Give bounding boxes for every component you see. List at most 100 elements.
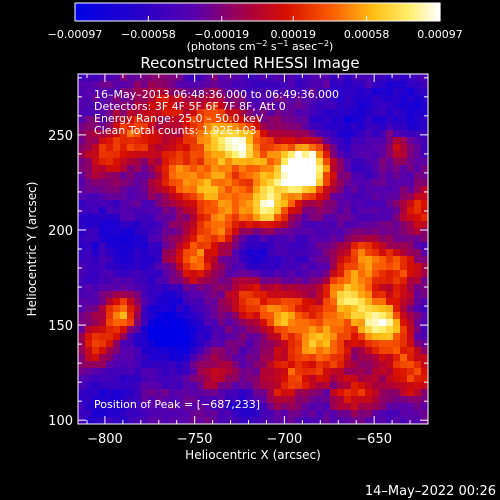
heatmap-cell [407,263,415,271]
heatmap-cell [176,340,184,348]
heatmap-cell [379,284,387,292]
heatmap-cell [288,410,296,418]
heatmap-cell [204,130,212,138]
heatmap-cell [134,284,142,292]
heatmap-cell [162,347,170,355]
heatmap-cell [204,263,212,271]
heatmap-cell [218,186,226,194]
heatmap-cell [281,151,289,159]
heatmap-cell [197,228,205,236]
heatmap-cell [288,193,296,201]
heatmap-cell [134,361,142,369]
colorbar-segment [345,3,349,21]
heatmap-cell [281,319,289,327]
heatmap-cell [120,200,128,208]
heatmap-cell [148,193,156,201]
heatmap-cell [127,291,135,299]
heatmap-cell [218,389,226,397]
heatmap-cell [302,312,310,320]
heatmap-cell [358,410,366,418]
heatmap-cell [295,305,303,313]
heatmap-cell [225,333,233,341]
heatmap-cell [211,228,219,236]
heatmap-cell [260,214,268,222]
colorbar-segment [177,3,181,21]
heatmap-cell [302,347,310,355]
heatmap-cell [400,102,408,110]
heatmap-cell [267,158,275,166]
colorbar-segment [365,3,369,21]
heatmap-cell [92,242,100,250]
heatmap-cell [358,158,366,166]
heatmap-cell [386,123,394,131]
heatmap-cell [358,193,366,201]
heatmap-cell [302,102,310,110]
heatmap-cell [232,354,240,362]
heatmap-cell [421,95,429,103]
heatmap-cell [379,410,387,418]
heatmap-cell [127,284,135,292]
colorbar-ticks: −0.00097 −0.00058 −0.00019 0.00019 0.00058 0.… [48,16,463,41]
heatmap-cell [407,193,415,201]
heatmap-cell [134,158,142,166]
heatmap-cell [246,382,254,390]
heatmap-cell [253,389,261,397]
heatmap-cell [260,305,268,313]
heatmap-cell [323,214,331,222]
heatmap-cell [379,130,387,138]
heatmap-cell [253,361,261,369]
heatmap-cell [190,235,198,243]
heatmap-cell [134,81,142,89]
colorbar-segment [227,3,231,21]
heatmap-cell [260,228,268,236]
heatmap-cell [176,151,184,159]
colorbar-segment [212,3,216,21]
heatmap-cell [176,95,184,103]
colorbar-segment [342,3,346,21]
heatmap-cell [344,347,352,355]
heatmap-cell [225,291,233,299]
heatmap-cell [337,228,345,236]
heatmap-cell [127,95,135,103]
heatmap-cell [309,88,317,96]
heatmap-cell [239,214,247,222]
heatmap-cell [365,361,373,369]
heatmap-cell [211,284,219,292]
heatmap-cell [295,207,303,215]
heatmap-cell [183,221,191,229]
heatmap-cell [302,403,310,411]
heatmap-cell [183,410,191,418]
heatmap-cell [302,326,310,334]
heatmap-cell [246,319,254,327]
colorbar-unit-label: (photons cm−2 s−1 asec−2) [187,39,334,53]
heatmap-cell [351,417,359,425]
heatmap-cell [323,347,331,355]
heatmap-cell [330,312,338,320]
heatmap-cell [393,361,401,369]
heatmap-cell [113,312,121,320]
heatmap-cell [155,263,163,271]
colorbar-segment [232,3,236,21]
heatmap-cell [120,305,128,313]
heatmap-cell [344,207,352,215]
heatmap-cell [99,130,107,138]
colorbar-segment [390,3,394,21]
heatmap-cell [365,158,373,166]
heatmap-cell [295,193,303,201]
heatmap-cell [372,284,380,292]
heatmap-cell [288,319,296,327]
heatmap-cell [232,249,240,257]
heatmap-cell [85,151,93,159]
heatmap-cell [113,347,121,355]
heatmap-cell [407,74,415,82]
heatmap-cell [407,137,415,145]
heatmap-cell [106,123,114,131]
heatmap-cell [225,382,233,390]
heatmap-cell [386,81,394,89]
heatmap-cell [155,193,163,201]
heatmap-cell [323,368,331,376]
heatmap-cell [211,242,219,250]
heatmap-cell [288,221,296,229]
heatmap-cell [183,137,191,145]
heatmap-cell [218,403,226,411]
